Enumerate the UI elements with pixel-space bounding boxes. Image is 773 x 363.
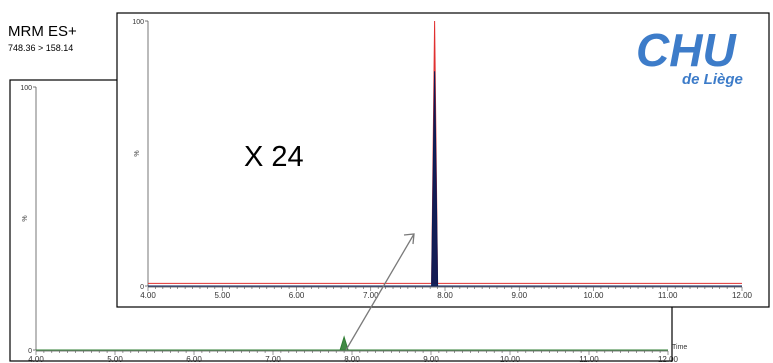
x-tick-label: 7.00 [363, 291, 379, 300]
x-axis-label: Time [672, 344, 687, 351]
chu-logo-lettermark: CHU [636, 24, 737, 76]
x-tick-label: 12.00 [732, 291, 753, 300]
zoom-factor-label: X 24 [244, 141, 304, 173]
x-tick-label: 8.00 [437, 291, 453, 300]
series-trace-1 [36, 335, 668, 351]
x-tick-label: 5.00 [214, 291, 230, 300]
arrow-shaft [345, 233, 415, 351]
y-tick-label: 100 [132, 19, 144, 26]
x-tick-label: 4.00 [140, 291, 156, 300]
x-tick-label: 7.00 [265, 355, 281, 363]
x-tick-label: 11.00 [658, 291, 678, 300]
y-tick-label: 0 [28, 348, 32, 355]
series-trace-2 [148, 71, 742, 287]
x-tick-label: 6.00 [289, 291, 305, 300]
chu-liege-logo: CHU de Liège [636, 24, 743, 88]
x-tick-label: 12.00 [658, 355, 679, 363]
chart-frame [116, 12, 770, 308]
zoom-arrow [345, 233, 415, 351]
zoomed-inset-chart: 0 100% 4.00 5.00 6.00 7.00 8.00 9.00 10.00 11.00 1… [116, 12, 770, 308]
x-tick-label: 8.00 [344, 355, 360, 363]
mrm-transition-label: 748.36 > 158.14 [8, 43, 74, 53]
x-tick-label: 4.00 [28, 355, 44, 363]
x-tick-label: 10.00 [500, 355, 521, 363]
x-tick-label: 6.00 [186, 355, 202, 363]
x-tick-label: 11.00 [579, 355, 599, 363]
x-tick-label: 10.00 [583, 291, 604, 300]
scan-mode-title: MRM ES+ [8, 23, 77, 40]
y-axis-label: % [134, 150, 141, 156]
x-tick-label: 5.00 [107, 355, 123, 363]
x-tick-label: 9.00 [423, 355, 439, 363]
y-axis-label: % [22, 215, 29, 221]
y-tick-label: 0 [140, 284, 144, 291]
y-tick-label: 100 [20, 85, 32, 92]
arrow-head [403, 233, 415, 245]
x-tick-label: 9.00 [511, 291, 527, 300]
logo-city-text: de Liège [682, 71, 743, 88]
